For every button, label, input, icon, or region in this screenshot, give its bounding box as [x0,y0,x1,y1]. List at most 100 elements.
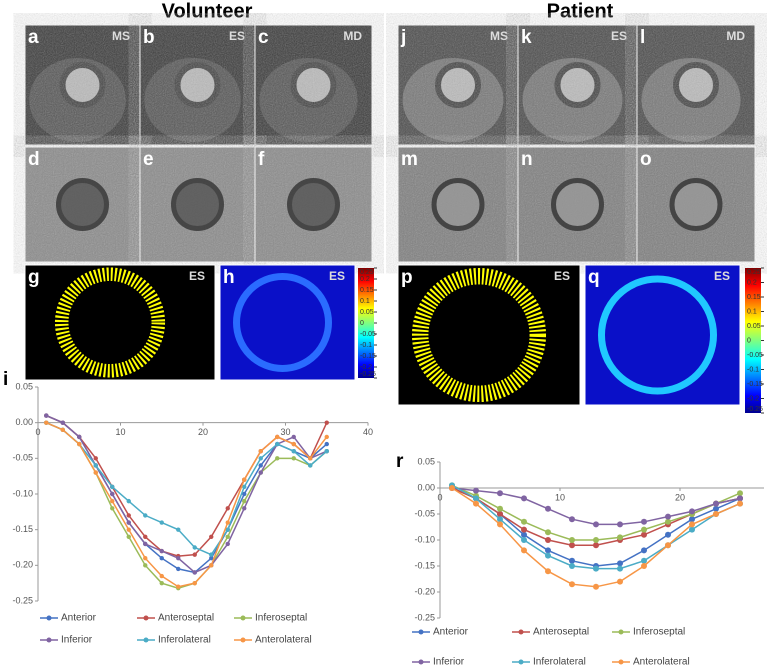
data-point [110,506,115,511]
data-point [689,516,695,523]
legend-label: Anterior [433,627,469,638]
data-point [593,583,599,590]
data-point [324,420,329,425]
data-point [110,484,115,490]
data-point [77,441,82,447]
x-tick-label: 10 [115,427,125,437]
colorbar-label: 0 [747,337,751,344]
colorbar [358,268,374,378]
y-tick-label: -0.15 [414,560,435,570]
legend-label: Anterior [61,613,97,624]
data-point [665,518,671,525]
panel-tag: ES [554,269,570,283]
vector-ring [54,267,166,378]
data-point [593,565,599,572]
heading: Volunteer [162,0,253,22]
data-point [521,531,527,538]
panel-label: c [258,27,269,48]
data-point [473,487,479,494]
y-tick-label: -0.10 [414,534,435,544]
colorbar-label: 0.2 [747,279,757,286]
colorbar-label: 0.1 [747,308,757,315]
legend-label: Anteroseptal [158,613,214,624]
noise [637,25,755,145]
series-line [451,484,741,541]
data-point [258,470,263,475]
y-tick-label: -0.20 [414,586,435,596]
panel-label: e [143,149,154,170]
colorbar-label: -0.25 [360,371,376,378]
panel-label: h [223,267,235,288]
data-point [192,552,197,557]
data-point [497,521,503,528]
data-point [545,568,551,575]
data-point [617,565,623,572]
data-point [569,516,575,523]
data-point [44,420,49,425]
data-point [545,547,551,554]
data-point [159,556,164,561]
data-point [242,491,247,497]
data-point [143,563,148,568]
data-point [209,534,214,539]
data-point [713,505,719,512]
data-point [521,495,527,502]
x-tick-label: 10 [555,492,565,502]
data-point [617,534,623,541]
panel-label: f [258,149,265,170]
legend-marker [418,629,424,635]
data-point [737,495,743,502]
data-point [93,463,98,468]
heading: Patient [547,0,614,22]
data-point [324,449,329,454]
myocardium [431,178,485,231]
data-point [324,434,329,440]
y-tick-label: -0.05 [414,508,435,518]
data-point [569,581,575,588]
colorbar-label: 0.05 [360,309,374,316]
colorbar-label: -0.05 [747,352,763,359]
data-point [569,542,575,549]
myocardium [56,178,109,231]
image-panel [219,264,356,381]
panel-label: q [588,267,600,288]
data-point [110,498,115,504]
data-point [617,560,623,567]
series-line [45,414,328,574]
data-point [143,534,148,539]
colorbar-label: 0.1 [360,298,370,305]
data-point [569,537,575,543]
data-point [143,541,148,547]
panel-label: r [396,451,404,472]
legend-marker [618,659,624,665]
data-point [497,516,503,523]
data-point [60,427,65,432]
data-point [291,441,296,447]
x-tick-label: 20 [198,427,208,437]
data-point [93,470,98,475]
data-point [242,498,247,504]
data-point [521,547,527,554]
legend-marker [418,659,424,665]
data-point [225,520,230,525]
data-point [569,557,575,564]
x-tick-label: 0 [35,427,40,437]
panel-tag: MD [726,29,745,43]
data-point [713,511,719,517]
noise [255,25,372,145]
panel-tag: ES [611,29,627,43]
colorbar-label: -0.2 [747,395,759,402]
x-tick-label: 0 [437,492,442,502]
colorbar [745,268,761,413]
colorbar-label: -0.2 [360,364,372,371]
data-point [713,500,719,507]
data-point [545,529,551,536]
panel-tag: MD [343,29,362,43]
legend-marker [518,629,524,635]
colorbar-label: 0.2 [360,276,370,283]
data-point [641,531,647,538]
series-line [45,421,328,556]
data-point [242,477,247,482]
panel-label: d [28,149,40,170]
panel-tag: ES [714,269,730,283]
